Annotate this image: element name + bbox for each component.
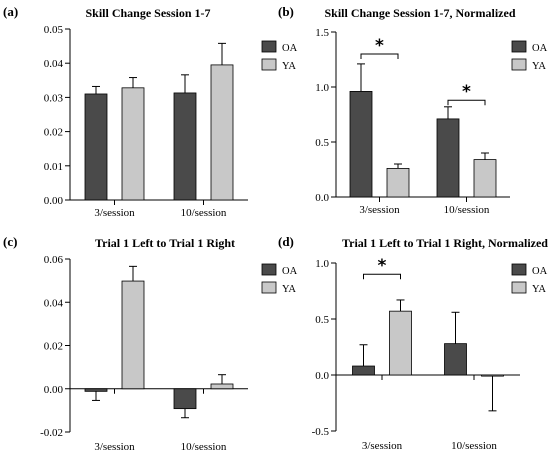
y-tick-label: 0.03 [44,92,64,104]
bar-oa-1 [349,91,373,198]
bar-oa-1 [84,388,108,392]
bar-ya-1 [386,167,410,198]
bar-ya-1 [121,87,145,201]
y-tick-label: 1.5 [315,27,329,39]
legend-label-ya: YA [282,284,296,295]
legend-swatch-ya [261,58,277,71]
bar-oa-2 [436,118,460,198]
bar-ya-1 [121,280,145,390]
panel-label: (d) [278,234,294,249]
y-tick-label: 0.0 [315,192,329,204]
y-tick-label: 0.5 [315,314,329,326]
legend-swatch-oa [511,40,527,53]
significance-star: * [462,82,471,102]
y-tick-label: 0.05 [44,24,64,36]
panel-label: (a) [3,4,18,19]
chart-panel-1: (a) Skill Change Session 1-7 0.00 0.01 0.02 0… [3,4,298,219]
y-tick-label: 1.0 [315,82,329,94]
bar-oa-2 [173,92,197,201]
y-tick-label: 0.5 [315,137,329,149]
y-tick-label: 0.01 [44,161,63,173]
x-tick-label: 3/session [359,204,400,216]
x-tick-label: 10/session [451,440,497,452]
bar-ya-2 [481,374,504,377]
legend-swatch-ya [511,281,527,294]
legend-label-oa: OA [532,266,548,277]
y-tick-label: 0.00 [44,195,64,207]
x-tick-label: 3/session [94,207,135,219]
bar-oa-2 [173,388,197,410]
y-tick-label: 0.0 [315,370,329,382]
x-tick-label: 3/session [362,440,403,452]
legend-label-ya: YA [532,61,546,72]
chart-panel-2: (b) Skill Change Session 1-7, Normalized 0… [278,4,548,216]
bar-oa-2 [444,343,467,376]
significance-bracket [447,99,486,106]
bar-ya-1 [389,310,412,376]
legend-label-oa: OA [532,43,548,54]
significance-bracket [363,273,401,280]
bar-oa-1 [352,365,375,376]
legend-swatch-ya [261,281,277,294]
significance-bracket [360,53,399,59]
bar-ya-2 [473,159,497,198]
chart-title: Skill Change Session 1-7 [85,6,210,20]
legend-swatch-oa [261,40,277,53]
bar-oa-1 [84,93,108,201]
legend-label-ya: YA [532,284,546,295]
y-tick-label: 0.06 [44,254,64,266]
y-tick-label: 0.02 [44,341,63,353]
y-tick-label: 0.00 [44,384,64,396]
y-tick-label: 0.02 [44,127,63,139]
chart-title: Trial 1 Left to Trial 1 Right, Normalize… [342,236,548,250]
y-tick-label: 0.04 [44,297,64,309]
chart-title: Skill Change Session 1-7, Normalized [324,6,515,20]
legend-swatch-oa [511,263,527,276]
legend-swatch-ya [511,58,527,71]
legend-label-ya: YA [282,61,296,72]
y-tick-label: 0.04 [44,58,64,70]
panel-label: (b) [278,4,294,19]
x-tick-label: 10/session [444,204,490,216]
chart-title: Trial 1 Left to Trial 1 Right [95,236,235,250]
panel-label: (c) [3,234,17,249]
y-tick-label: 1.0 [315,258,329,270]
significance-star: * [378,256,387,276]
bar-ya-2 [210,64,234,201]
x-tick-label: 10/session [181,207,227,219]
x-tick-label: 3/session [94,441,135,453]
significance-star: * [375,36,384,56]
legend-swatch-oa [261,263,277,276]
chart-panel-3: (c) Trial 1 Left to Trial 1 Right -0.02 0.0… [3,234,298,453]
chart-panel-4: (d) Trial 1 Left to Trial 1 Right, Normal… [278,234,548,452]
legend-label-oa: OA [282,43,298,54]
x-tick-label: 10/session [181,441,227,453]
bar-ya-2 [210,383,234,390]
y-tick-label: -0.02 [40,427,63,439]
y-tick-label: -0.5 [312,426,330,438]
legend-label-oa: OA [282,266,298,277]
